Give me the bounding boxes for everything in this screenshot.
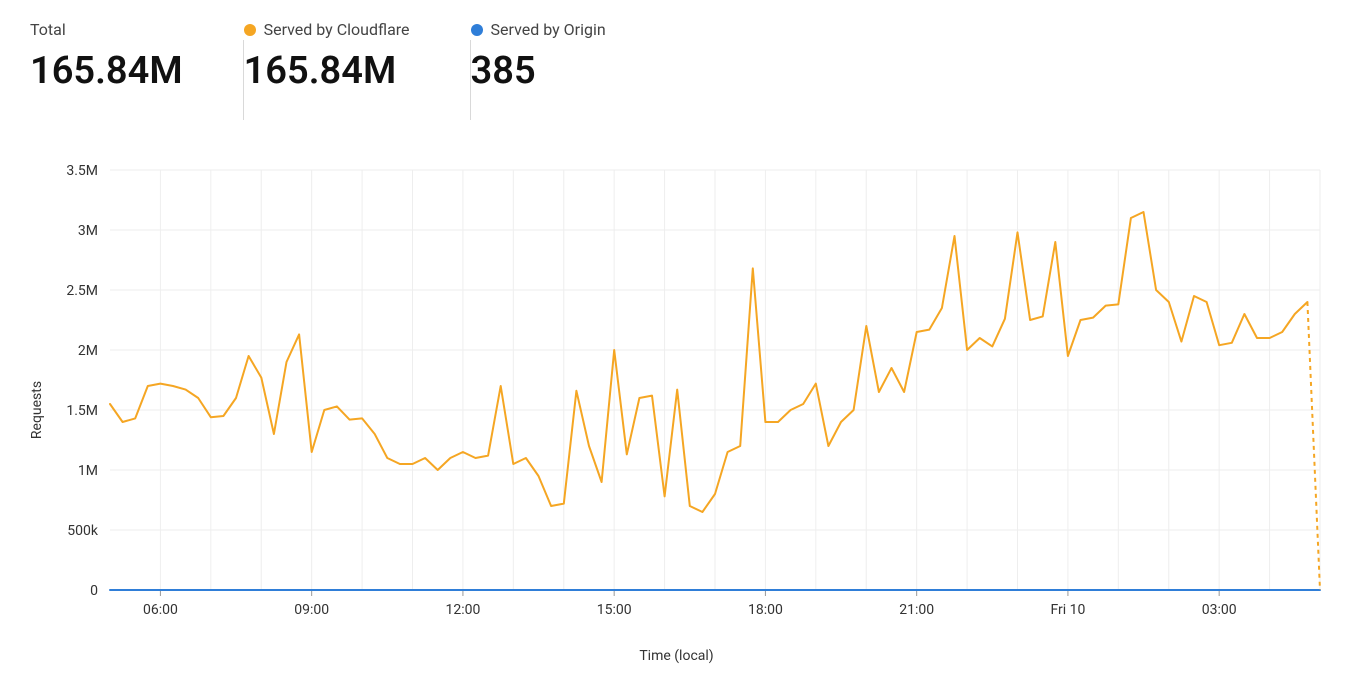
y-tick-label: 3.5M [66,163,98,179]
stat-label-text: Total [30,20,66,39]
stat-label: Total [30,20,183,39]
x-axis-label: Time (local) [639,648,713,664]
stat-label-text: Served by Origin [491,20,606,39]
stat-value: 385 [471,49,606,93]
stat-block: Served by Cloudflare 165.84M [244,20,470,120]
stats-row: Total165.84MServed by Cloudflare165.84MS… [0,0,1353,150]
requests-line-chart: 0 500k 1M 1.5M 2M 2.5M 3M 3.5M 06:00 09:00 12:00 15… [0,150,1353,650]
legend-dot-icon [471,24,483,36]
dashboard-panel: Total165.84MServed by Cloudflare165.84MS… [0,0,1353,700]
x-tick-label: 15:00 [597,602,632,618]
stat-block: Total 165.84M [30,20,243,120]
y-tick-label: 0 [90,583,98,599]
y-tick-label: 3M [78,223,98,239]
x-tick-label: 21:00 [899,602,934,618]
x-tick-label: 09:00 [294,602,329,618]
y-tick-label: 1M [78,463,98,479]
y-axis-label: Requests [29,381,45,439]
y-tick-label: 1.5M [66,403,98,419]
stat-value: 165.84M [244,49,410,93]
y-tick-label: 2M [78,343,98,359]
stat-value: 165.84M [30,49,183,93]
series-line-dashed [1307,302,1320,590]
legend-dot-icon [244,24,256,36]
x-tick-label: 12:00 [445,602,480,618]
x-tick-label: 18:00 [748,602,783,618]
x-tick-label: 06:00 [143,602,178,618]
x-tick-label: 03:00 [1202,602,1237,618]
x-tick-label: Fri 10 [1050,602,1085,618]
y-tick-label: 2.5M [66,283,98,299]
stat-label: Served by Origin [471,20,606,39]
y-tick-label: 500k [67,523,99,539]
stat-label-text: Served by Cloudflare [264,20,410,39]
series-line [110,212,1307,512]
stat-block: Served by Origin 385 [471,20,666,120]
stat-label: Served by Cloudflare [244,20,410,39]
chart-area: Requests 0 500k 1M 1.5M 2M 2.5M 3M 3.5M 06:00 09:… [0,150,1353,670]
